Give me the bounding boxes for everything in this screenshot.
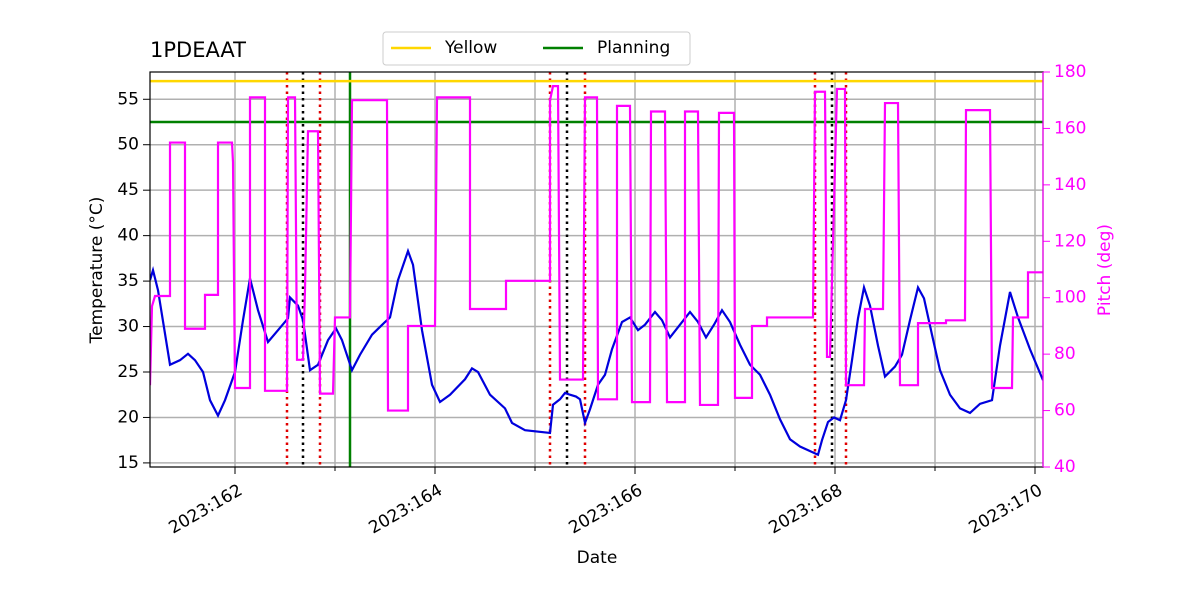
chart-title: 1PDEAAT bbox=[150, 38, 246, 62]
legend-label: Yellow bbox=[444, 38, 497, 58]
y2-axis-label: Pitch (deg) bbox=[1095, 224, 1115, 316]
x-tick-label: 2023:168 bbox=[765, 480, 846, 538]
data-line bbox=[150, 85, 1043, 412]
y-tick-label: 55 bbox=[117, 89, 139, 109]
y-tick-label: 30 bbox=[117, 317, 139, 337]
y2-tick-label: 40 bbox=[1054, 457, 1076, 477]
y2-tick-label: 80 bbox=[1054, 344, 1076, 364]
legend-box bbox=[382, 31, 691, 66]
y-tick-label: 15 bbox=[117, 453, 139, 473]
y2-tick-label: 100 bbox=[1054, 288, 1086, 308]
legend-label: Planning bbox=[597, 38, 670, 58]
y2-tick-label: 60 bbox=[1054, 401, 1076, 421]
y2-tick-label: 120 bbox=[1054, 231, 1086, 251]
x-tick-label: 2023:162 bbox=[165, 480, 246, 538]
data-line bbox=[150, 247, 1043, 457]
y-tick-label: 20 bbox=[117, 407, 139, 427]
x-tick-label: 2023:166 bbox=[565, 480, 646, 538]
y-tick-label: 25 bbox=[117, 362, 139, 382]
x-tick-label: 2023:170 bbox=[965, 480, 1046, 538]
y2-tick-label: 160 bbox=[1054, 118, 1086, 138]
y2-tick-label: 140 bbox=[1054, 175, 1086, 195]
y-tick-label: 50 bbox=[117, 135, 139, 155]
y2-tick-label: 180 bbox=[1054, 62, 1086, 82]
y-axis-label: Temperature (°C) bbox=[87, 197, 107, 345]
x-axis-label: Date bbox=[577, 548, 618, 568]
y-tick-label: 45 bbox=[117, 180, 139, 200]
y-tick-label: 40 bbox=[117, 226, 139, 246]
x-tick-label: 2023:164 bbox=[365, 480, 446, 538]
y-tick-label: 35 bbox=[117, 271, 139, 291]
